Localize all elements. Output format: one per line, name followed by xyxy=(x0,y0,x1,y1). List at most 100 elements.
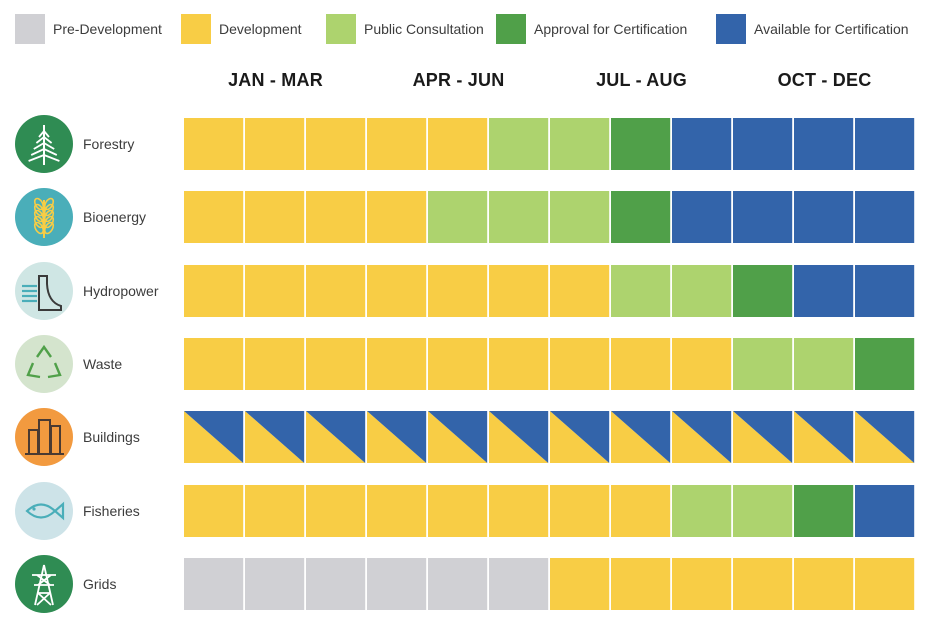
status-cell xyxy=(245,118,305,170)
status-cell xyxy=(306,191,366,243)
cell-upper-triangle xyxy=(184,411,244,463)
cell-fill xyxy=(306,191,366,243)
status-cell xyxy=(733,411,793,463)
status-cell xyxy=(672,558,732,610)
cell-fill xyxy=(794,118,854,170)
cell-lower-triangle xyxy=(184,411,244,463)
cell-fill xyxy=(611,558,671,610)
legend-item-available: Available for Certification xyxy=(716,13,909,45)
status-cell xyxy=(489,191,549,243)
cell-fill xyxy=(611,265,671,317)
cell-fill xyxy=(611,118,671,170)
wheat-icon xyxy=(15,188,73,246)
cell-upper-triangle xyxy=(611,411,671,463)
cell-fill xyxy=(550,118,610,170)
status-cell xyxy=(184,485,244,537)
status-cell xyxy=(184,558,244,610)
status-cell xyxy=(367,558,427,610)
legend-swatch xyxy=(496,14,526,44)
cell-upper-triangle xyxy=(428,411,488,463)
cell-fill xyxy=(611,191,671,243)
cell-fill xyxy=(794,485,854,537)
cell-fill xyxy=(489,558,549,610)
status-cell xyxy=(489,338,549,390)
status-cell xyxy=(306,485,366,537)
pylon-icon xyxy=(15,555,73,613)
sector-label: Buildings xyxy=(83,429,140,445)
cell-fill xyxy=(794,338,854,390)
status-cell xyxy=(794,191,854,243)
cell-fill xyxy=(550,558,610,610)
status-cell xyxy=(733,191,793,243)
status-cell xyxy=(367,411,427,463)
status-cell xyxy=(245,485,305,537)
sector-label: Bioenergy xyxy=(83,209,147,225)
cell-fill xyxy=(184,338,244,390)
status-cell xyxy=(611,338,671,390)
status-cell xyxy=(733,118,793,170)
cell-fill xyxy=(245,485,305,537)
status-cell xyxy=(489,118,549,170)
status-cell xyxy=(306,265,366,317)
sector-label: Fisheries xyxy=(83,503,140,519)
legend: Pre-Development Development Public Consult… xyxy=(15,13,939,45)
status-cell xyxy=(306,338,366,390)
cell-upper-triangle xyxy=(794,411,854,463)
cell-fill xyxy=(550,265,610,317)
status-cell xyxy=(367,338,427,390)
status-cell xyxy=(489,265,549,317)
status-cell xyxy=(367,191,427,243)
status-cell xyxy=(733,338,793,390)
cell-lower-triangle xyxy=(794,411,854,463)
legend-swatch xyxy=(181,14,211,44)
cell-fill xyxy=(245,338,305,390)
cell-upper-triangle xyxy=(855,411,915,463)
cell-upper-triangle xyxy=(489,411,549,463)
status-cell xyxy=(428,485,488,537)
cell-fill xyxy=(428,265,488,317)
cell-fill xyxy=(306,485,366,537)
cell-fill xyxy=(489,485,549,537)
status-cell xyxy=(672,191,732,243)
status-cell xyxy=(428,338,488,390)
cell-fill xyxy=(550,485,610,537)
legend-item-development: Development xyxy=(181,13,302,45)
status-cell xyxy=(428,558,488,610)
sector-label: Hydropower xyxy=(83,283,159,299)
status-cell xyxy=(184,265,244,317)
status-cell xyxy=(428,265,488,317)
status-cell xyxy=(855,265,915,317)
cell-upper-triangle xyxy=(550,411,610,463)
cell-fill xyxy=(733,265,793,317)
period-headers: JAN - MAR APR - JUN JUL - AUG OCT - DEC xyxy=(0,70,939,98)
sector-label: Grids xyxy=(83,576,117,592)
cell-lower-triangle xyxy=(855,411,915,463)
cell-fill xyxy=(611,338,671,390)
status-cell xyxy=(733,265,793,317)
legend-swatch xyxy=(15,14,45,44)
status-cell xyxy=(550,265,610,317)
cell-fill xyxy=(672,191,732,243)
cell-fill xyxy=(428,191,488,243)
cell-fill xyxy=(672,558,732,610)
cell-upper-triangle xyxy=(367,411,427,463)
status-cell xyxy=(245,338,305,390)
status-cell xyxy=(428,191,488,243)
status-cell xyxy=(489,485,549,537)
status-cell xyxy=(611,411,671,463)
status-cell xyxy=(306,558,366,610)
legend-label: Approval for Certification xyxy=(534,21,688,37)
status-cell xyxy=(245,191,305,243)
status-cell xyxy=(611,265,671,317)
dam-icon xyxy=(15,262,73,320)
status-cell xyxy=(550,118,610,170)
cell-fill xyxy=(245,118,305,170)
status-cell xyxy=(855,411,915,463)
cell-fill xyxy=(794,265,854,317)
sector-label: Forestry xyxy=(83,136,135,152)
status-cell xyxy=(672,265,732,317)
status-cell xyxy=(245,558,305,610)
legend-label: Pre-Development xyxy=(53,21,162,37)
status-cell xyxy=(855,118,915,170)
status-cell xyxy=(611,118,671,170)
